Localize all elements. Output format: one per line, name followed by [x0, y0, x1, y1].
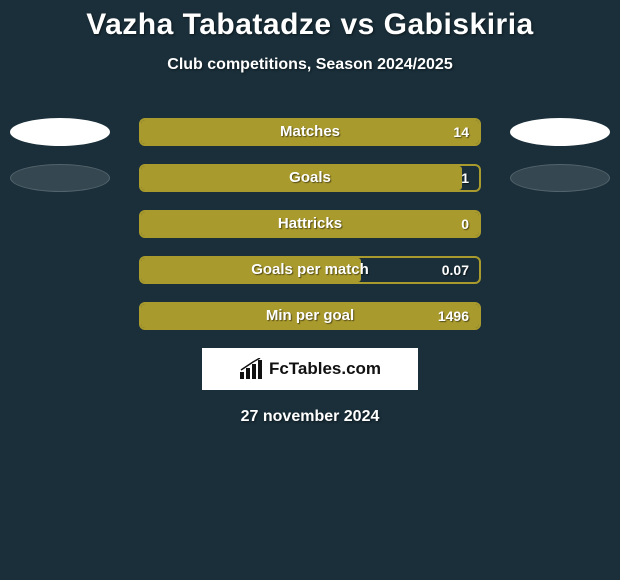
page-title: Vazha Tabatadze vs Gabiskiria — [0, 8, 620, 42]
stat-bar: Matches14 — [139, 118, 481, 146]
right-value-ellipse — [510, 164, 610, 192]
stat-bar: Goals1 — [139, 164, 481, 192]
stat-label: Goals per match — [141, 258, 479, 282]
stat-bar: Hattricks0 — [139, 210, 481, 238]
stat-value: 14 — [453, 120, 469, 144]
attribution-text: FcTables.com — [269, 359, 381, 379]
stat-row: Hattricks0 — [0, 210, 620, 238]
stat-value: 1 — [461, 166, 469, 190]
comparison-widget: Vazha Tabatadze vs Gabiskiria Club compe… — [0, 0, 620, 426]
stat-value: 0.07 — [442, 258, 469, 282]
left-value-ellipse — [10, 118, 110, 146]
stat-label: Matches — [141, 120, 479, 144]
stats-list: Matches14 Goals1 Hattricks0 Goals per match… — [0, 118, 620, 330]
stat-row: Min per goal1496 — [0, 302, 620, 330]
subtitle: Club competitions, Season 2024/2025 — [0, 56, 620, 74]
stat-label: Goals — [141, 166, 479, 190]
stat-label: Min per goal — [141, 304, 479, 328]
stat-bar: Min per goal1496 — [139, 302, 481, 330]
stat-label: Hattricks — [141, 212, 479, 236]
right-value-ellipse — [510, 118, 610, 146]
stat-value: 1496 — [438, 304, 469, 328]
stat-row: Goals per match0.07 — [0, 256, 620, 284]
chart-icon — [239, 358, 263, 380]
stat-bar: Goals per match0.07 — [139, 256, 481, 284]
stat-value: 0 — [461, 212, 469, 236]
left-value-ellipse — [10, 164, 110, 192]
stat-row: Matches14 — [0, 118, 620, 146]
date-label: 27 november 2024 — [0, 408, 620, 426]
stat-row: Goals1 — [0, 164, 620, 192]
attribution-logo[interactable]: FcTables.com — [202, 348, 418, 390]
